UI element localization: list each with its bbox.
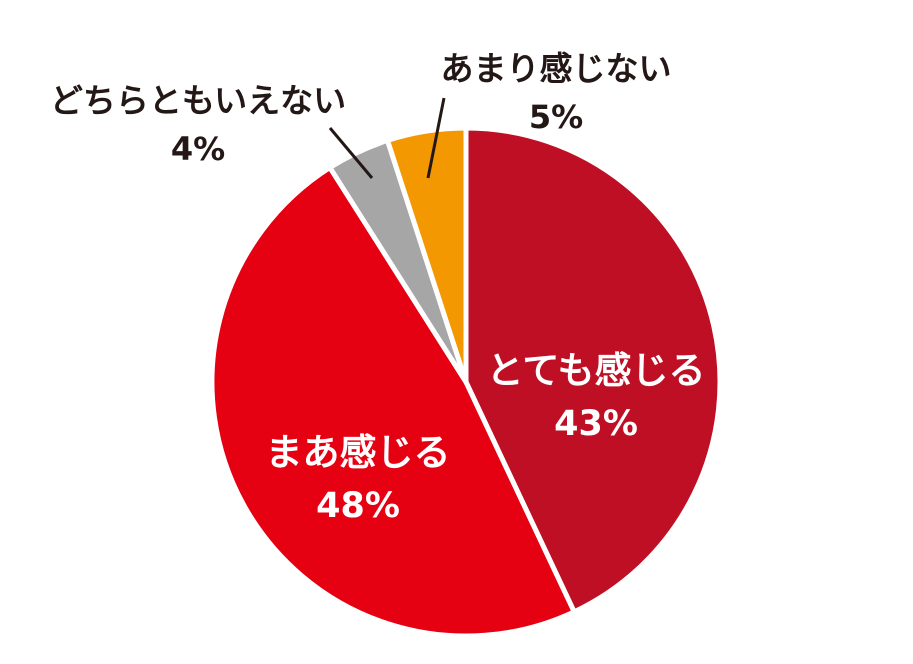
pie-slice-とても感じる xyxy=(463,125,723,615)
slice-value-あまり感じない: 5% xyxy=(529,98,583,136)
slice-label-とても感じる: とても感じる xyxy=(486,349,705,392)
leader-line-あまり感じない xyxy=(426,97,446,179)
slice-value-まあ感じる: 48% xyxy=(316,486,400,526)
slice-value-とても感じる: 43% xyxy=(554,404,638,444)
slice-value-どちらともいえない: 4% xyxy=(171,130,225,168)
pie-slice-あまり感じない xyxy=(385,125,469,385)
slice-label-どちらともいえない: どちらともいえない xyxy=(50,81,346,120)
pie-slices xyxy=(209,125,723,639)
pie-slice-まあ感じる xyxy=(209,165,577,639)
leader-line-どちらともいえない xyxy=(328,127,374,179)
slice-label-まあ感じる: まあ感じる xyxy=(266,431,451,474)
slice-label-あまり感じない: あまり感じない xyxy=(441,49,672,88)
